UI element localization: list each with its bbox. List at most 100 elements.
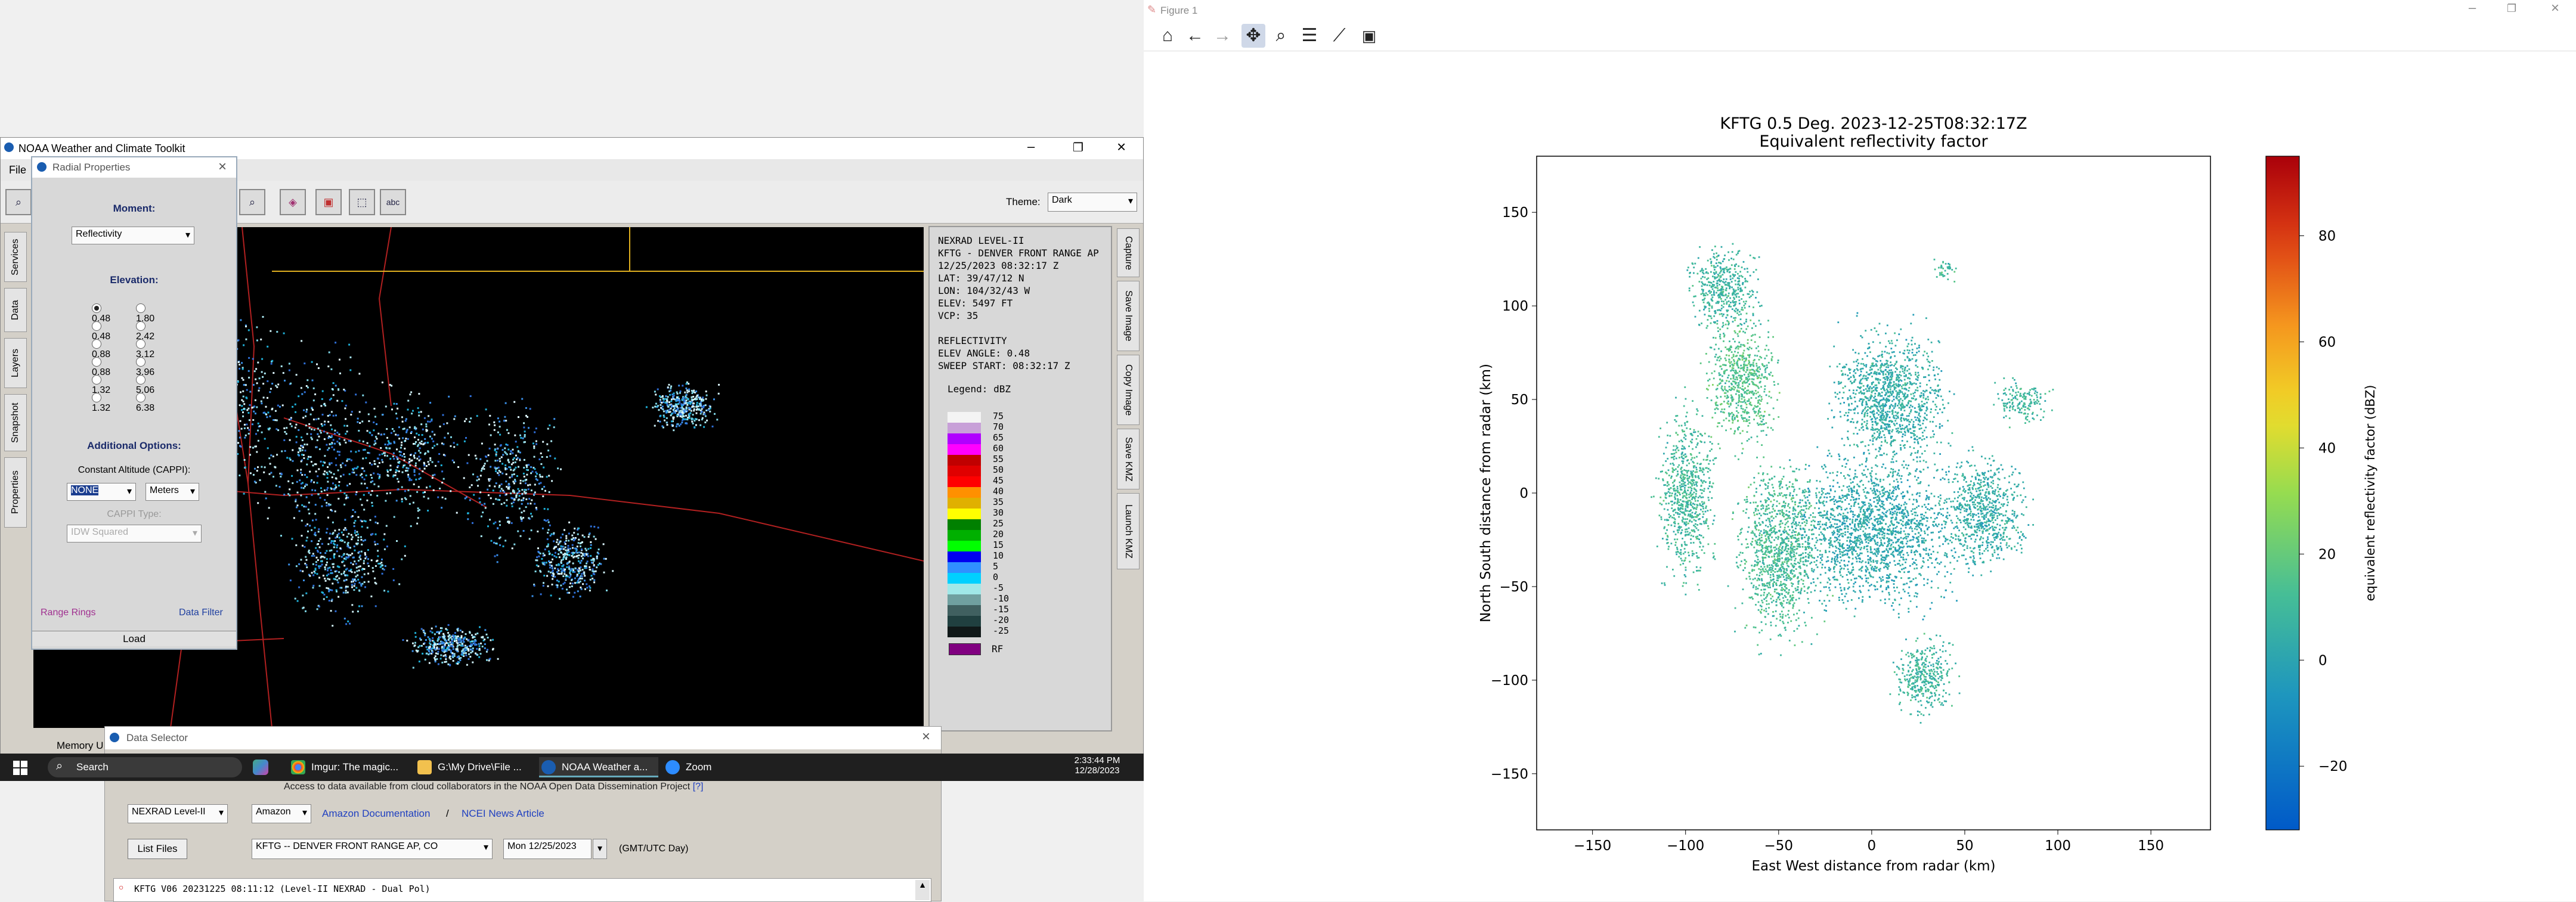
close-icon[interactable]: × (1117, 138, 1126, 156)
home-icon[interactable]: ⌂ (1156, 24, 1179, 48)
reflectivity-plot[interactable]: KFTG 0.5 Deg. 2023-12-25T08:32:17ZEquiva… (1144, 51, 2576, 901)
access-help-link[interactable]: [?] (693, 782, 704, 792)
left-tab-properties[interactable]: Properties (4, 457, 27, 528)
list-files-button[interactable]: List Files (128, 839, 187, 859)
radar-echo-cell (705, 416, 707, 417)
radar-echo-cell (243, 345, 244, 346)
data-filter-link[interactable]: Data Filter (179, 607, 223, 618)
radio-button[interactable] (92, 357, 101, 367)
radar-echo-cell (371, 490, 373, 492)
cappi-select[interactable]: NONE▾ (67, 483, 136, 501)
radar-echo-cell (662, 401, 664, 403)
label-tool-icon[interactable]: abc (380, 189, 406, 215)
taskbar-clock[interactable]: 2:33:44 PM 12/28/2023 (1067, 755, 1127, 776)
taskbar-app-explorer[interactable]: G:\My Drive\File ... (415, 757, 534, 777)
close-icon[interactable]: × (2551, 0, 2559, 17)
pan-icon[interactable]: ✥ (1241, 24, 1265, 48)
radio-button[interactable] (92, 321, 101, 331)
taskbar-search[interactable]: ⌕ Search (48, 757, 242, 777)
file-row[interactable]: KFTG V06 20231225 08:11:12 (Level-II NEX… (134, 884, 431, 894)
radar-echo-cell (349, 369, 351, 371)
reflectivity-point (1767, 427, 1769, 429)
radar-echo-cell (371, 502, 373, 504)
reflectivity-point (1753, 477, 1755, 479)
radar-echo-cell (539, 474, 541, 476)
radio-button[interactable] (136, 321, 145, 331)
save-icon[interactable]: ▣ (1357, 24, 1381, 48)
taskbar-app-noaa[interactable]: NOAA Weather a... (539, 757, 658, 777)
left-tab-services[interactable]: Services (4, 232, 27, 282)
radar-echo-cell (457, 636, 459, 637)
taskbar-app-zoom[interactable]: Zoom (663, 757, 741, 777)
radar-echo-cell (318, 367, 320, 369)
close-icon[interactable]: × (922, 729, 930, 745)
date-dropdown-icon[interactable]: ▾ (593, 839, 607, 859)
zoom-tool-icon[interactable]: ⌕ (5, 189, 32, 215)
radar-echo-cell (346, 568, 348, 570)
range-rings-link[interactable]: Range Rings (41, 607, 96, 618)
station-select[interactable]: KFTG -- DENVER FRONT RANGE AP, CO▾ (252, 839, 493, 859)
minimize-icon[interactable]: – (2469, 0, 2476, 16)
start-icon[interactable] (13, 761, 27, 775)
radio-button[interactable] (136, 339, 145, 349)
radar-echo-cell (453, 636, 455, 638)
taskbar-app-imgur[interactable]: Imgur: The magic... (289, 757, 408, 777)
radio-button[interactable] (92, 393, 101, 402)
right-tab-copy-image[interactable]: Copy Image (1117, 355, 1140, 425)
moment-select[interactable]: Reflectivity▾ (72, 227, 194, 244)
source-select[interactable]: NEXRAD Level-II▾ (128, 804, 228, 823)
close-icon[interactable]: × (218, 159, 227, 175)
forward-icon[interactable]: → (1210, 24, 1234, 48)
radio-button[interactable] (136, 303, 145, 313)
reflectivity-point (1803, 612, 1805, 613)
radar-echo-cell (398, 583, 400, 585)
reflectivity-point (1758, 424, 1760, 426)
radar-echo-cell (546, 456, 548, 458)
right-tab-save-kmz[interactable]: Save KMZ (1117, 429, 1140, 489)
access-text-body: Access to data available from cloud coll… (284, 782, 690, 792)
left-tab-layers[interactable]: Layers (4, 338, 27, 388)
radio-button[interactable] (92, 339, 101, 349)
radio-button[interactable] (92, 375, 101, 385)
maximize-icon[interactable]: ❐ (2507, 2, 2516, 15)
theme-select[interactable]: Dark▾ (1048, 193, 1137, 212)
scroll-up-icon[interactable]: ▲ (915, 880, 930, 900)
radar-echo-cell (321, 398, 323, 400)
units-select[interactable]: Meters▾ (145, 483, 199, 501)
layer-tool-icon[interactable]: ◈ (280, 189, 306, 215)
identify-tool-icon[interactable]: ⬚ (349, 189, 375, 215)
right-tab-save-image[interactable]: Save Image (1117, 281, 1140, 351)
radio-button[interactable] (136, 375, 145, 385)
reflectivity-point (1730, 345, 1732, 347)
elevation-radio[interactable]: 6.38 (136, 392, 154, 414)
reflectivity-point (1761, 537, 1763, 538)
radio-button[interactable] (92, 303, 101, 313)
ncei-news-link[interactable]: NCEI News Article (462, 808, 544, 820)
maximize-icon[interactable]: ❐ (1073, 140, 1083, 155)
minimize-icon[interactable]: – (1027, 139, 1035, 154)
marker-tool-icon[interactable]: ▣ (315, 189, 342, 215)
left-tab-snapshot[interactable]: Snapshot (4, 394, 27, 451)
zoom-icon[interactable]: ⌕ (1269, 24, 1293, 48)
zoom-out-icon[interactable]: ⌕ (239, 189, 265, 215)
load-button[interactable]: Load (32, 631, 236, 646)
configure-icon[interactable]: ☰ (1298, 24, 1321, 48)
radar-echo-cell (686, 408, 688, 410)
radar-echo-cell (345, 442, 346, 444)
axes-edit-icon[interactable]: ⟋ (1327, 24, 1351, 48)
amazon-doc-link[interactable]: Amazon Documentation (322, 808, 430, 820)
radio-button[interactable] (136, 393, 145, 402)
menu-file[interactable]: File (9, 164, 26, 176)
date-field[interactable]: Mon 12/25/2023 (503, 839, 592, 859)
radar-echo-cell (571, 538, 573, 540)
elevation-radio[interactable]: 1.32 (92, 392, 110, 414)
back-icon[interactable]: ← (1183, 24, 1207, 48)
right-tab-capture[interactable]: Capture (1117, 228, 1140, 277)
radar-echo-cell (343, 571, 345, 572)
copilot-icon[interactable] (253, 760, 268, 775)
provider-select[interactable]: Amazon▾ (252, 804, 311, 823)
right-tab-launch-kmz[interactable]: Launch KMZ (1117, 493, 1140, 569)
left-tab-data[interactable]: Data (4, 288, 27, 332)
radio-button[interactable] (136, 357, 145, 367)
reflectivity-point (1726, 398, 1727, 399)
